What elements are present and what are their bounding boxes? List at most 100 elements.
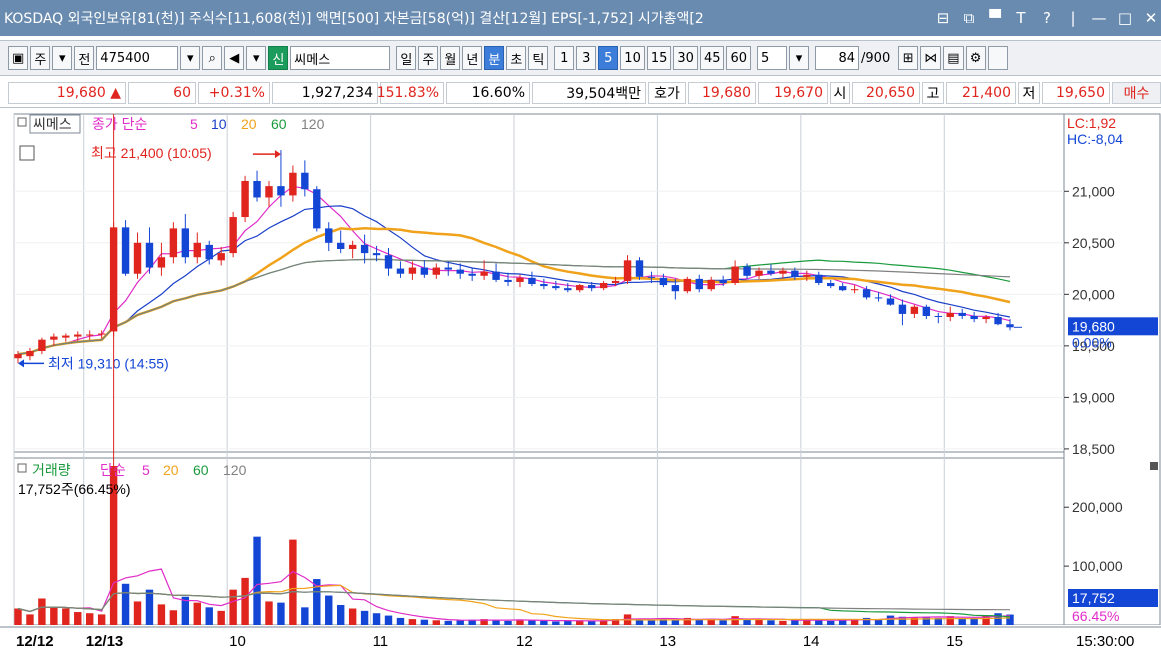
candle [611,280,620,283]
count-input[interactable]: 84 [815,46,860,70]
candle [396,268,405,274]
period-tick[interactable]: 틱 [528,46,549,70]
type-dropdown-icon[interactable]: ▾ [52,46,73,70]
price-tick-label: 18,500 [1072,441,1115,457]
interval-1[interactable]: 1 [554,46,575,70]
candle [157,257,166,268]
volume-bar [62,608,70,625]
speaker-icon[interactable]: ◀ [224,46,245,70]
volume-bar [360,610,369,625]
interval-15[interactable]: 15 [646,46,672,70]
volume-bar [886,615,895,625]
volume-bar [157,604,166,625]
restore-icon[interactable]: ⧉ [963,9,975,27]
volume-bar [576,620,584,625]
candle [862,289,871,298]
indicator-icon[interactable]: ⋈ [920,46,942,70]
volume-legend-5: 5 [142,462,150,478]
pin-icon[interactable]: ▀ [989,9,1001,27]
price-panel [13,113,1065,453]
volume-bar [348,608,357,625]
panel-toggle-icon[interactable]: ▣ [8,46,29,70]
volume-bar [121,583,130,625]
close-icon[interactable]: ✕ [1144,9,1158,27]
interval-60[interactable]: 60 [726,46,752,70]
volume-bar [838,620,847,625]
legend-ma-120: 120 [301,116,325,132]
window-controls: ⊟ ⧉ ▀ T ? | — □ ✕ [933,7,1161,29]
interval-10[interactable]: 10 [620,46,645,70]
stock-code-input[interactable]: 475400 [96,46,179,70]
buy-button[interactable]: 매수 [1112,82,1161,104]
volume-bar [456,620,464,625]
x-axis-label: 11 [373,633,389,650]
candle [599,283,608,289]
save-icon[interactable]: ▤ [943,46,964,70]
period-second[interactable]: 초 [506,46,527,70]
interval-30[interactable]: 30 [673,46,698,70]
interval-3[interactable]: 3 [576,46,597,70]
candle [336,242,345,249]
x-axis-label: 12/12 [16,633,54,650]
candle [958,312,966,316]
candle [169,228,178,258]
chart-tool-icon[interactable]: ⊞ [898,46,919,70]
volume-bar [301,607,309,625]
interval-5[interactable]: 5 [598,46,619,70]
settings-gear-icon[interactable]: ⚙ [965,46,986,70]
price-tick-label: 20,500 [1072,235,1115,251]
help-icon[interactable]: ? [1043,9,1051,27]
candle [74,334,82,337]
maximize-icon[interactable]: □ [1117,9,1133,27]
volume-bar [1006,614,1014,625]
interval-45[interactable]: 45 [699,46,725,70]
volume-legend-prefix: 단순 [100,462,126,478]
search-icon[interactable]: ⌕ [202,46,223,70]
price-tick-label: 21,000 [1072,183,1115,199]
x-axis-label: 12/13 [86,633,124,650]
candle [26,351,34,357]
volume-bar [994,613,1002,625]
candle [874,297,883,299]
volume-bar [767,620,775,625]
interval-select[interactable]: 5 [757,46,788,70]
candle [528,277,536,285]
period-day[interactable]: 일 [396,46,417,70]
font-icon[interactable]: T [1016,9,1026,27]
interval-dropdown-icon[interactable]: ▾ [789,46,810,70]
period-minute[interactable]: 분 [484,46,505,70]
volume-bar [731,616,739,625]
volume-bar [97,614,106,625]
volume-bar [86,613,94,625]
volume-bar [74,612,82,625]
volume-bar [253,536,261,625]
volume-bar [611,619,620,625]
minimize-icon[interactable]: — [1091,9,1107,27]
candle [97,333,106,335]
volume-bar [336,604,345,625]
credit-badge: 신 [268,46,289,70]
candle [432,267,441,275]
period-year[interactable]: 년 [462,46,483,70]
candle [540,284,548,287]
candle [229,217,237,254]
volume-bar [420,619,429,625]
ma-line-10 [17,205,1011,355]
period-week[interactable]: 주 [418,46,439,70]
x-axis-label: 15 [946,633,963,650]
volume-summary: 17,752주(66.45%) [18,481,131,497]
stock-chart[interactable]: 18,500 19,000 19,500 20,000 20,500 21,000 LC:1… [0,110,1161,652]
stock-name-field[interactable]: 씨메스 [290,46,391,70]
volume-bar [205,607,213,625]
ask-price-2: 19,670 [758,82,828,104]
candle [815,274,823,283]
period-month[interactable]: 월 [440,46,461,70]
checkbox-icon[interactable] [987,46,1008,70]
code-dropdown-icon[interactable]: ▾ [180,46,201,70]
type-button-stock[interactable]: 주 [30,46,51,70]
speaker-dropdown-icon[interactable]: ▾ [246,46,267,70]
layout-icon[interactable]: ⊟ [936,9,950,27]
type-button-all[interactable]: 전 [74,46,95,70]
volume-bar [564,620,572,625]
volume-bar [468,619,476,625]
